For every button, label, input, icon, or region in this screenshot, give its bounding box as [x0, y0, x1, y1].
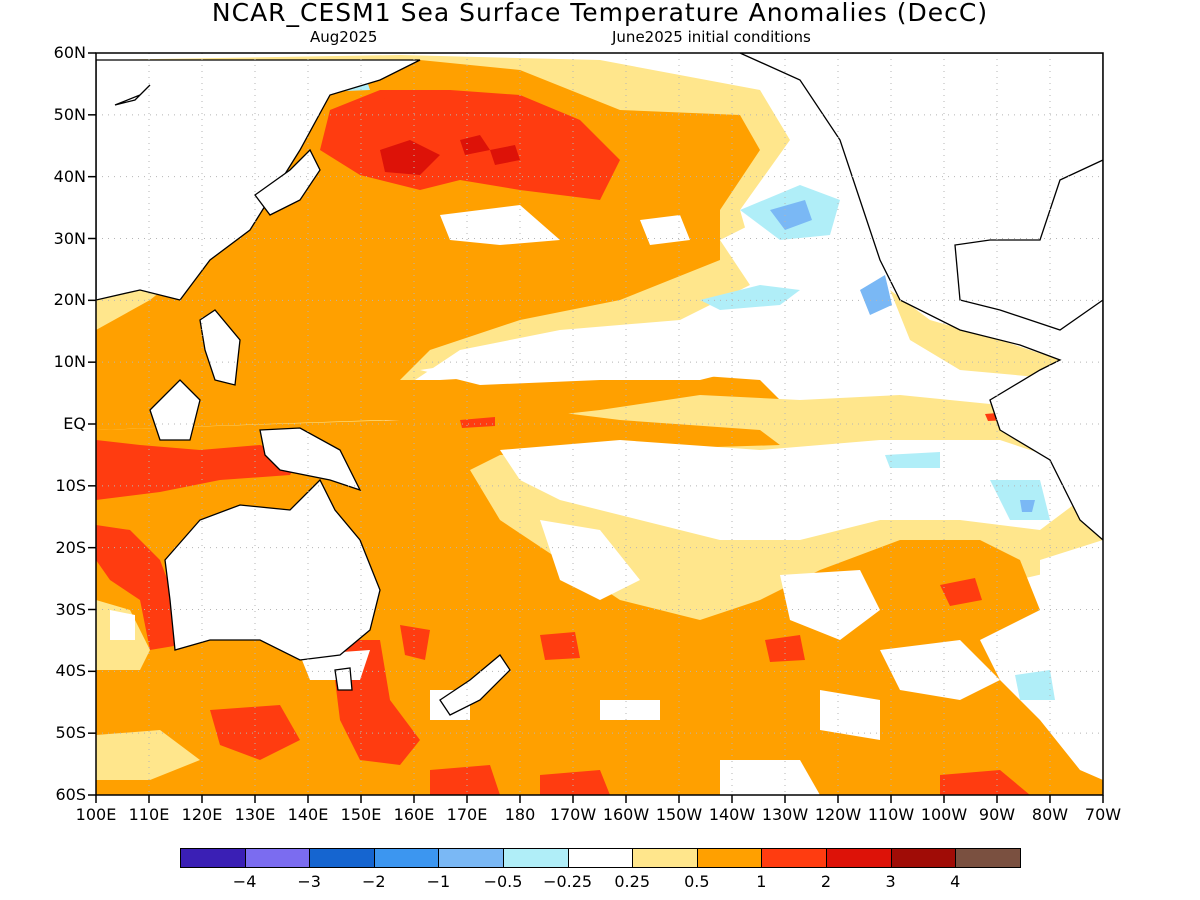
colorbar-label: −2 [362, 872, 386, 891]
americas-landmass [739, 53, 1103, 541]
colorbar-swatch [309, 848, 375, 868]
colorbar-swatch [438, 848, 504, 868]
colorbar-label: −3 [297, 872, 321, 891]
colorbar-label: 1 [756, 872, 767, 891]
asia-landmass [96, 59, 421, 301]
anomaly-field [96, 53, 1103, 795]
colorbar-swatch [890, 848, 957, 868]
colorbar-swatch [826, 848, 892, 868]
map-title: NCAR_CESM1 Sea Surface Temperature Anoma… [211, 0, 989, 27]
colorbar-swatch [503, 848, 569, 868]
lon-label: 120W [814, 805, 862, 824]
lon-label: 80W [1031, 805, 1069, 824]
lat-label: EQ [63, 414, 86, 433]
colorbar-swatch [955, 848, 1021, 868]
lon-label: 100E [75, 805, 117, 824]
lon-label: 160E [393, 805, 435, 824]
lon-label: 170W [549, 805, 597, 824]
lat-label: 40S [55, 661, 86, 681]
lon-label: 110E [128, 805, 170, 824]
lon-label: 150W [655, 805, 703, 824]
borneo [149, 379, 201, 441]
lon-label: 170E [446, 805, 488, 824]
initial-conditions: June2025 initial conditions [612, 28, 811, 46]
colorbar-swatch [180, 848, 246, 868]
lat-label: 20N [53, 290, 86, 310]
valid-month: Aug2025 [310, 28, 378, 46]
lat-label: 50N [53, 104, 86, 124]
new-zealand [439, 654, 511, 716]
colorbar-label: 0.5 [684, 872, 710, 891]
colorbar-swatch [567, 848, 634, 868]
lon-label: 100W [920, 805, 968, 824]
lat-label: 50S [55, 723, 86, 743]
lat-label: 30S [55, 599, 86, 619]
lat-label: 40N [53, 166, 86, 186]
philippines [199, 309, 241, 386]
new-guinea [259, 427, 362, 492]
lon-label: 70W [1084, 805, 1122, 824]
lat-label: 60N [53, 43, 86, 62]
colorbar-label: 2 [820, 872, 832, 891]
lon-label: 110W [867, 805, 915, 824]
lat-label: 30N [53, 228, 86, 248]
colorbar-swatch [373, 848, 440, 868]
lon-label: 180 [504, 805, 536, 824]
lon-label: 130W [761, 805, 809, 824]
gridlines [96, 53, 1103, 795]
colorbar-swatch [761, 848, 827, 868]
colorbar-swatch [632, 848, 698, 868]
colorbar-label: −4 [232, 872, 257, 891]
colorbar-label: −1 [426, 872, 451, 891]
colorbar-label: 3 [885, 872, 896, 891]
australia-landmass [164, 478, 381, 661]
lon-label: 90W [978, 805, 1016, 824]
colorbar-label: 4 [950, 872, 961, 891]
colorbar-label: −0.25 [543, 872, 593, 891]
lon-label: 160W [602, 805, 650, 824]
tasmania [334, 667, 353, 691]
japan [254, 148, 321, 216]
colorbar-swatch [244, 848, 311, 868]
lat-label: 60S [55, 785, 86, 804]
lon-label: 130E [234, 805, 276, 824]
lat-label: 10N [53, 352, 86, 372]
colorbar-label: −0.5 [483, 872, 523, 891]
lon-label: 150E [340, 805, 382, 824]
colorbar-label: 0.25 [614, 872, 650, 891]
lat-label: 20S [55, 537, 86, 557]
lat-label: 10S [55, 475, 86, 495]
lon-label: 140W [708, 805, 756, 824]
lon-label: 120E [181, 805, 223, 824]
colorbar-swatch [696, 848, 763, 868]
lon-label: 140E [287, 805, 329, 824]
